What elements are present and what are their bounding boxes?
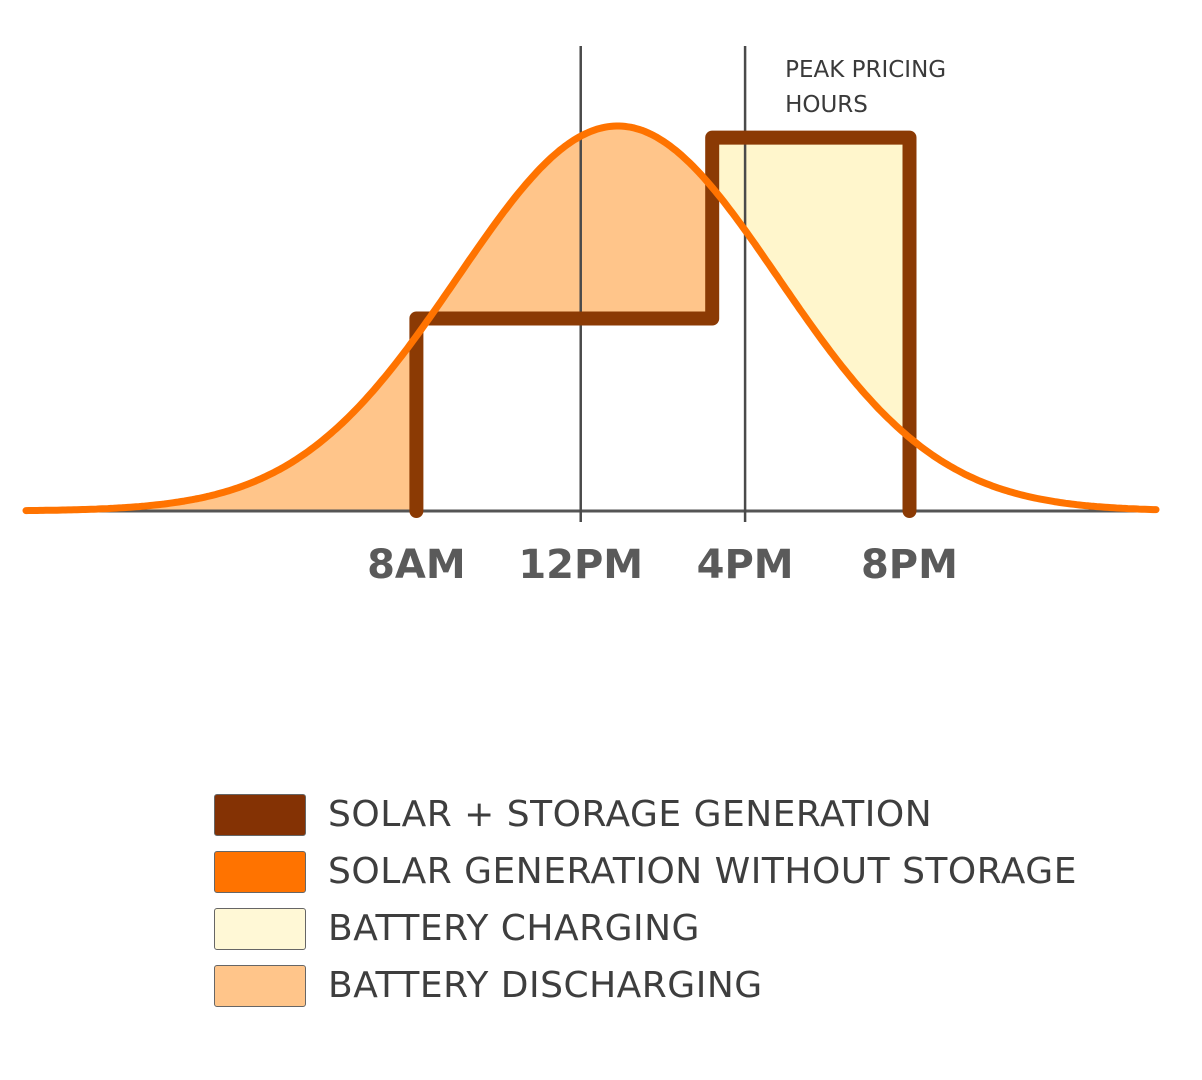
solar-storage-line [409, 130, 917, 518]
x-tick-label: 8AM [367, 542, 466, 588]
x-tick-label: 4PM [697, 542, 794, 588]
legend-label: SOLAR GENERATION WITHOUT STORAGE [328, 851, 1077, 892]
legend-swatch [214, 964, 306, 1007]
label-layer: 8AM 12PM 4PM 8PM PEAK PRICING HOURS [367, 57, 958, 588]
legend-item-solar-only: SOLAR GENERATION WITHOUT STORAGE [214, 843, 1174, 900]
legend-item-battery-discharging: BATTERY DISCHARGING [214, 957, 1174, 1014]
solar-curve-line [22, 122, 1160, 515]
legend-item-battery-charging: BATTERY CHARGING [214, 900, 1174, 957]
battery-discharging-area [26, 126, 713, 511]
legend-swatch [214, 907, 306, 950]
chart: 8AM 12PM 4PM 8PM PEAK PRICING HOURS [22, 46, 1160, 588]
legend-label: SOLAR + STORAGE GENERATION [328, 794, 933, 835]
peak-pricing-annotation: PEAK PRICING [785, 57, 946, 83]
x-tick-label: 8PM [861, 542, 958, 588]
legend: SOLAR + STORAGE GENERATION SOLAR GENERAT… [214, 786, 1174, 1014]
axes-layer [26, 46, 1156, 522]
fill-layer [26, 126, 910, 511]
legend-item-solar-storage: SOLAR + STORAGE GENERATION [214, 786, 1174, 843]
x-tick-label: 12PM [518, 542, 643, 588]
legend-swatch [214, 793, 306, 836]
peak-pricing-annotation: HOURS [785, 92, 868, 118]
line-layer [22, 122, 1160, 518]
legend-label: BATTERY DISCHARGING [328, 965, 763, 1006]
legend-swatch [214, 850, 306, 893]
battery-charging-area [712, 137, 910, 438]
legend-label: BATTERY CHARGING [328, 908, 700, 949]
